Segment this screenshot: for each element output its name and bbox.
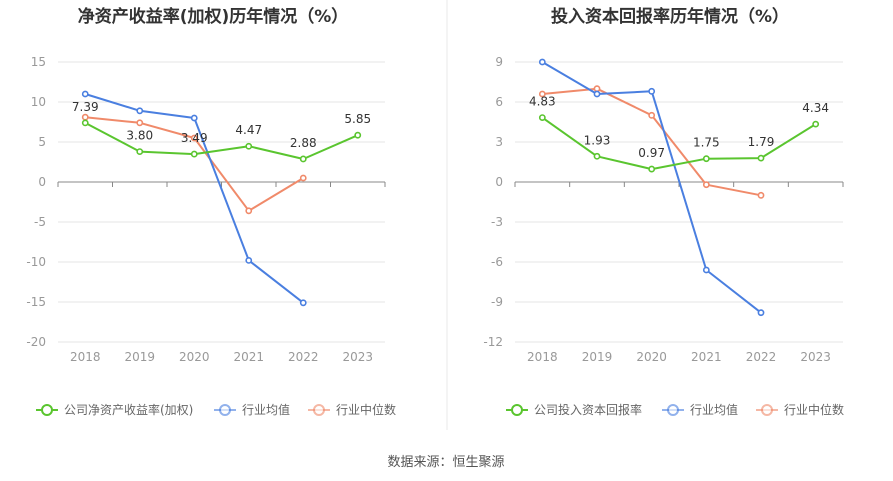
data-point — [190, 134, 198, 142]
data-point — [245, 256, 253, 264]
x-tick-label: 2022 — [746, 350, 777, 364]
chart-title: 净资产收益率(加权)历年情况（%） — [78, 6, 349, 27]
series-line — [541, 116, 817, 171]
data-label: 1.79 — [748, 135, 775, 149]
data-point — [702, 266, 710, 274]
data-point — [648, 165, 656, 173]
x-tick-label: 2019 — [124, 350, 155, 364]
data-point — [299, 155, 307, 163]
data-point — [757, 191, 765, 199]
legend-marker — [511, 404, 523, 416]
data-label: 4.83 — [529, 95, 556, 109]
data-point — [136, 148, 144, 155]
data-point — [538, 90, 546, 98]
y-tick-label: -3 — [491, 215, 503, 229]
data-label: 1.93 — [584, 133, 611, 147]
legend-item: 行业中位数 — [308, 402, 396, 417]
series-line — [541, 61, 762, 314]
legend-item: 行业中位数 — [756, 402, 844, 417]
legend-marker — [219, 404, 231, 416]
roe-chart-panel: 净资产收益率(加权)历年情况（%） 15 10 5 0 -5 -10 -15 -20 2018 20… — [26, 6, 396, 417]
x-tick-label: 2018 — [527, 350, 558, 364]
data-point — [81, 113, 89, 121]
legend-label: 公司投入资本回报率 — [534, 402, 642, 417]
data-point — [245, 142, 253, 150]
series-line — [84, 122, 359, 160]
y-tick-label: 9 — [495, 55, 503, 69]
data-point — [757, 309, 765, 317]
data-label: 0.97 — [638, 146, 665, 160]
data-point — [81, 90, 89, 98]
y-tick-label: -15 — [26, 295, 46, 309]
data-label: 7.39 — [72, 100, 99, 114]
x-tick-label: 2022 — [288, 350, 319, 364]
x-tick-label: 2023 — [800, 350, 831, 364]
y-tick-label: 3 — [495, 135, 503, 149]
legend-label: 行业中位数 — [784, 402, 844, 417]
x-tick-label: 2021 — [691, 350, 722, 364]
data-point — [702, 181, 710, 189]
legend-label: 行业中位数 — [336, 402, 396, 417]
y-tick-label: 0 — [38, 175, 46, 189]
legend-label: 公司净资产收益率(加权) — [64, 402, 193, 417]
x-tick-label: 2021 — [233, 350, 264, 364]
data-point — [190, 114, 198, 122]
legend-label: 行业均值 — [242, 402, 290, 417]
data-point — [354, 131, 362, 139]
x-tick-label: 2020 — [179, 350, 210, 364]
y-tick-label: 10 — [31, 95, 46, 109]
legend-label: 行业均值 — [690, 402, 738, 417]
data-label: 2.88 — [290, 136, 317, 150]
data-point — [190, 150, 198, 158]
legend-item: 行业均值 — [214, 402, 290, 417]
x-tick-label: 2019 — [582, 350, 613, 364]
legend-marker — [313, 404, 325, 416]
x-tick-label: 2020 — [636, 350, 667, 364]
y-tick-label: 5 — [38, 135, 46, 149]
chart-title: 投入资本回报率历年情况（%） — [551, 6, 789, 27]
source-note: 数据来源：恒生聚源 — [387, 455, 504, 470]
data-point — [593, 152, 601, 160]
y-tick-label: 0 — [495, 175, 503, 189]
data-point — [299, 174, 307, 182]
data-point — [538, 58, 546, 66]
data-label: 4.47 — [235, 123, 262, 137]
data-point — [593, 85, 601, 93]
x-tick-label: 2023 — [342, 350, 373, 364]
data-point — [136, 119, 144, 127]
y-tick-label: -6 — [491, 255, 503, 269]
data-point — [299, 299, 307, 307]
data-label: 3.49 — [181, 131, 208, 145]
y-tick-label: -9 — [491, 295, 503, 309]
legend-marker — [41, 404, 53, 416]
data-point — [812, 120, 820, 128]
data-label: 5.85 — [344, 112, 371, 126]
legend-item: 行业均值 — [662, 402, 738, 417]
data-point — [81, 119, 89, 127]
y-tick-label: -10 — [26, 255, 46, 269]
data-point — [593, 90, 601, 98]
data-point — [245, 207, 253, 215]
legend-item: 公司净资产收益率(加权) — [36, 402, 193, 417]
y-tick-label: -12 — [483, 335, 503, 349]
data-point — [648, 111, 656, 119]
y-tick-label: 6 — [495, 95, 503, 109]
y-tick-label: -20 — [26, 335, 46, 349]
data-point — [702, 155, 710, 163]
legend-marker — [761, 404, 773, 416]
y-tick-label: -5 — [34, 215, 46, 229]
x-tick-label: 2018 — [70, 350, 101, 364]
data-point — [757, 154, 765, 162]
data-label: 4.34 — [802, 101, 829, 115]
data-point — [136, 107, 144, 115]
roic-chart-panel: 投入资本回报率历年情况（%） 9 6 3 0 -3 -6 -9 -12 2018 2019 2020 2… — [483, 6, 844, 417]
data-label: 1.75 — [693, 136, 720, 150]
data-point — [648, 87, 656, 95]
data-point — [538, 114, 546, 121]
y-tick-label: 15 — [31, 55, 46, 69]
legend-item: 公司投入资本回报率 — [506, 402, 642, 417]
legend-marker — [667, 404, 679, 416]
data-label: 3.80 — [126, 129, 153, 143]
